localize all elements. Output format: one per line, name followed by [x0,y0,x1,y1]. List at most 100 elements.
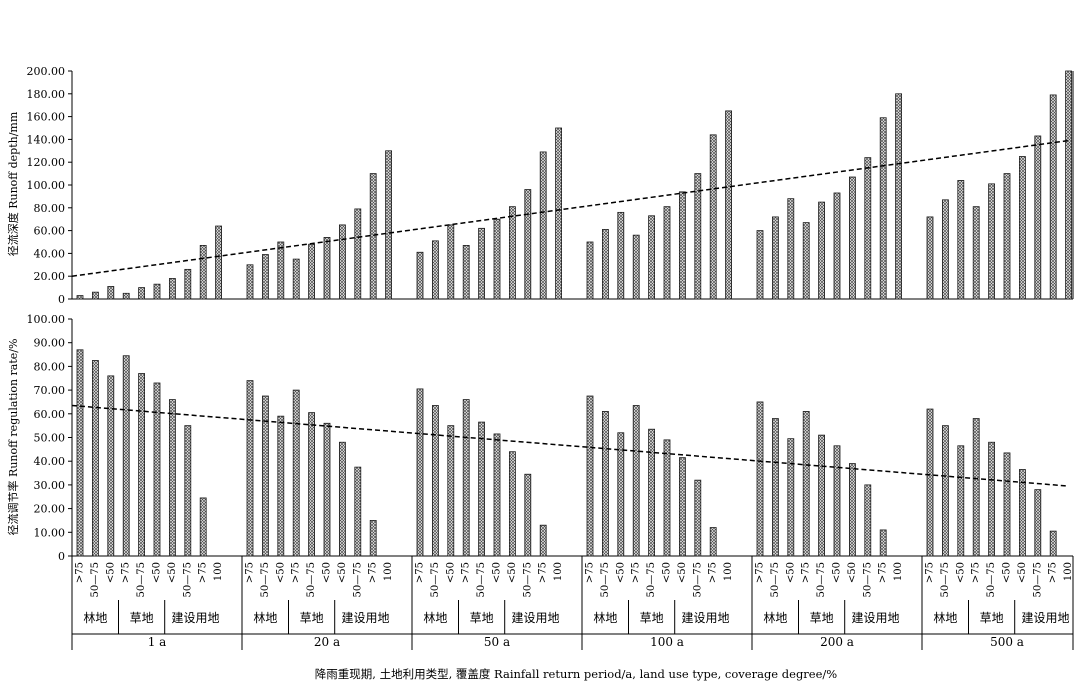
bar [354,466,362,557]
bar [787,438,795,557]
bar [277,241,285,300]
x-tick-label-coverage: 50—75 [600,562,611,597]
period-label: 100 a [650,635,684,649]
landuse-label: 草地 [300,611,324,625]
labels-layer: 径流深度 Runoff depth/mm 径流调节率 Runoff regula… [6,65,1074,681]
x-tick-label-coverage: >75 [368,562,379,583]
y-axis-label-regulation-rate: 径流调节率 Runoff regulation rate/% [6,339,20,536]
x-tick-label-coverage: >75 [1048,562,1059,583]
bar [524,473,532,557]
x-tick-label-coverage: 50—75 [430,562,441,597]
bar [277,415,285,557]
x-tick-label-coverage: <50 [662,562,673,583]
x-tick-label-coverage: 100 [893,562,904,581]
x-tick-label-coverage: >75 [585,562,596,583]
bar [76,295,84,300]
x-tick-label-coverage: 50—75 [476,562,487,597]
x-tick-label-coverage: <50 [167,562,178,583]
y-tick-label: 10.00 [34,526,66,539]
x-tick-label-coverage: 100 [1063,562,1074,581]
period-label: 500 a [990,635,1024,649]
x-tick-label-coverage: 50—75 [862,562,873,597]
bar [879,117,887,300]
x-tick-label-coverage: <50 [445,562,456,583]
bar [972,206,980,300]
bar [292,389,300,557]
bar [787,198,795,300]
bar [602,411,609,557]
x-tick-label-coverage: >75 [878,562,889,583]
x-tick-label-coverage: >75 [755,562,766,583]
bar [416,251,424,300]
y-tick-label: 80.00 [34,360,66,373]
bar [199,497,207,557]
x-tick-label-coverage: <50 [677,562,688,583]
bar [772,216,779,300]
y-tick-label: 90.00 [34,337,66,350]
bar [138,287,146,300]
bar [756,230,764,300]
x-tick-label-coverage: 50—75 [522,562,533,597]
bar [215,225,223,300]
x-tick-label-coverage: 100 [553,562,564,581]
bar [1003,173,1011,300]
bar [184,268,192,300]
bar [833,445,841,557]
bar [972,418,980,557]
bar [76,349,84,557]
period-label: 200 a [820,635,854,649]
bar [602,229,609,300]
y-tick-label: 0 [58,550,65,563]
x-tick-label-coverage: <50 [507,562,518,583]
bar [539,151,547,300]
x-tick-label-coverage: >75 [801,562,812,583]
bar [478,421,486,557]
bar [447,425,455,557]
y-tick-label: 100.00 [27,313,66,326]
y-tick-label: 60.00 [34,225,66,238]
bar [709,134,717,300]
bar [478,227,486,300]
bar [431,405,439,557]
landuse-label: 草地 [640,611,664,625]
x-tick-label-coverage: >75 [925,562,936,583]
bar [632,234,640,300]
bar [926,216,934,300]
bar [586,241,594,300]
bar [957,180,965,300]
x-tick-label-coverage: 100 [213,562,224,581]
y-tick-label: 0 [58,293,65,306]
x-tick-label-coverage: 50—75 [352,562,363,597]
bar [153,382,161,557]
x-tick-label-coverage: <50 [1002,562,1013,583]
x-tick-label-coverage: 50—75 [306,562,317,597]
period-label: 1 a [148,635,167,649]
landuse-label: 建设用地 [171,611,219,625]
x-tick-label-coverage: <50 [615,562,626,583]
trend-line [71,404,1069,487]
x-tick-label-coverage: >75 [461,562,472,583]
x-tick-label-coverage: 50—75 [986,562,997,597]
x-tick-label-coverage: >75 [121,562,132,583]
y-tick-label: 40.00 [34,455,66,468]
x-tick-label-coverage: >75 [198,562,209,583]
bar [1019,156,1026,300]
bar [632,405,640,557]
x-tick-label-coverage: 50—75 [816,562,827,597]
x-tick-label-coverage: >75 [971,562,982,583]
x-tick-label-coverage: <50 [492,562,503,583]
x-tick-label-coverage: 50—75 [692,562,703,597]
x-tick-label-coverage: 50—75 [260,562,271,597]
bar [864,157,872,300]
x-tick-label-coverage: <50 [152,562,163,583]
bar [462,399,470,557]
trendlines-layer [71,139,1069,487]
x-tick-label-coverage: <50 [785,562,796,583]
bar [849,463,856,557]
bar [261,254,269,300]
bar [694,479,702,557]
x-tick-label-coverage: 100 [383,562,394,581]
bar [926,408,934,557]
bar [818,201,825,300]
